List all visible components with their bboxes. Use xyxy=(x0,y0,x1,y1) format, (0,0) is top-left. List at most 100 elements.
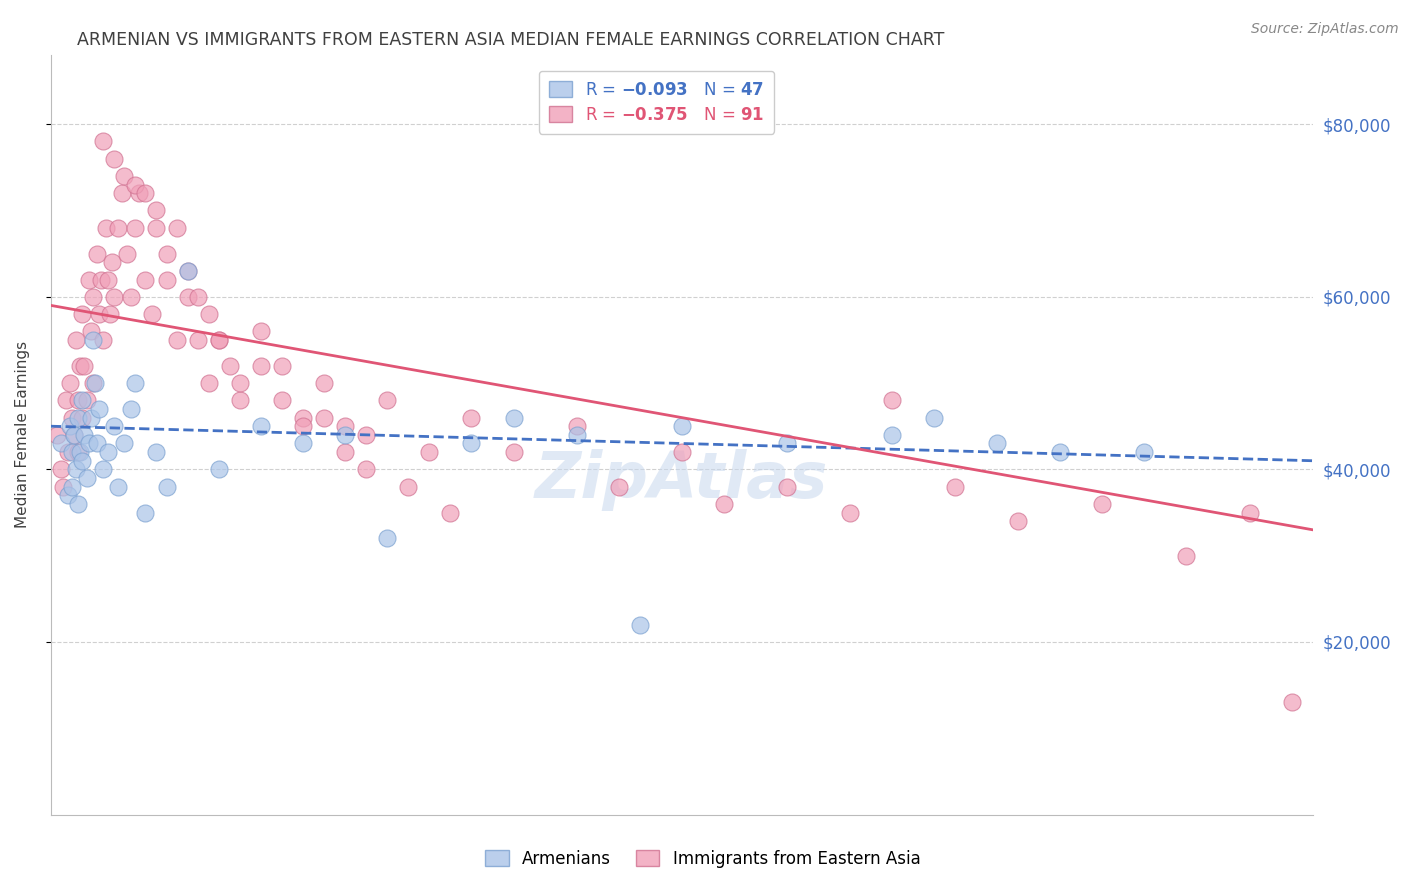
Point xyxy=(56,445,79,459)
Point xyxy=(69,445,91,459)
Point xyxy=(145,220,167,235)
Point xyxy=(418,445,440,459)
Point xyxy=(124,376,146,390)
Point xyxy=(460,410,482,425)
Point xyxy=(93,462,115,476)
Point xyxy=(114,436,136,450)
Point xyxy=(229,376,252,390)
Point xyxy=(356,462,378,476)
Point xyxy=(335,445,357,459)
Point xyxy=(134,272,156,286)
Point xyxy=(335,428,357,442)
Point xyxy=(502,445,524,459)
Point xyxy=(111,186,134,201)
Point xyxy=(187,290,209,304)
Point xyxy=(208,333,231,347)
Point xyxy=(101,255,124,269)
Point xyxy=(90,272,112,286)
Point xyxy=(187,333,209,347)
Point xyxy=(114,169,136,183)
Point xyxy=(76,471,98,485)
Point xyxy=(86,246,108,260)
Point xyxy=(197,376,219,390)
Point xyxy=(55,393,77,408)
Point xyxy=(60,480,83,494)
Point xyxy=(97,272,120,286)
Point xyxy=(671,445,693,459)
Point xyxy=(356,428,378,442)
Point xyxy=(63,428,86,442)
Point xyxy=(439,506,461,520)
Point xyxy=(145,445,167,459)
Point xyxy=(72,454,94,468)
Point xyxy=(176,264,198,278)
Point xyxy=(97,445,120,459)
Point xyxy=(98,307,121,321)
Point xyxy=(197,307,219,321)
Point xyxy=(166,220,188,235)
Point xyxy=(314,376,336,390)
Point xyxy=(67,497,90,511)
Point xyxy=(82,290,104,304)
Point xyxy=(107,220,129,235)
Point xyxy=(208,333,231,347)
Point xyxy=(145,203,167,218)
Point xyxy=(1007,514,1029,528)
Point xyxy=(84,376,107,390)
Point xyxy=(51,462,73,476)
Point xyxy=(375,532,398,546)
Point xyxy=(250,324,273,338)
Point xyxy=(229,393,252,408)
Point xyxy=(292,419,315,434)
Point xyxy=(72,393,94,408)
Point xyxy=(63,428,86,442)
Point xyxy=(250,419,273,434)
Point xyxy=(713,497,735,511)
Point xyxy=(671,419,693,434)
Point xyxy=(103,152,125,166)
Point xyxy=(89,401,111,416)
Point xyxy=(67,445,90,459)
Point xyxy=(59,419,82,434)
Point xyxy=(839,506,862,520)
Point xyxy=(69,359,91,373)
Legend: R = $\mathbf{-0.093}$   N = $\mathbf{47}$, R = $\mathbf{-0.375}$   N = $\mathbf{: R = $\mathbf{-0.093}$ N = $\mathbf{47}$,… xyxy=(538,71,775,134)
Point xyxy=(77,272,100,286)
Point xyxy=(292,410,315,425)
Point xyxy=(943,480,966,494)
Point xyxy=(115,246,138,260)
Point xyxy=(922,410,945,425)
Point xyxy=(65,333,87,347)
Point xyxy=(94,220,117,235)
Point xyxy=(208,462,231,476)
Text: ARMENIAN VS IMMIGRANTS FROM EASTERN ASIA MEDIAN FEMALE EARNINGS CORRELATION CHAR: ARMENIAN VS IMMIGRANTS FROM EASTERN ASIA… xyxy=(77,31,945,49)
Point xyxy=(93,333,115,347)
Point xyxy=(59,376,82,390)
Point xyxy=(72,307,94,321)
Point xyxy=(82,376,104,390)
Point xyxy=(67,410,90,425)
Point xyxy=(250,359,273,373)
Point xyxy=(1175,549,1198,563)
Point xyxy=(56,488,79,502)
Point xyxy=(80,324,103,338)
Point xyxy=(565,419,588,434)
Point xyxy=(776,436,799,450)
Point xyxy=(880,393,903,408)
Point xyxy=(124,178,146,192)
Point xyxy=(607,480,630,494)
Point xyxy=(46,428,69,442)
Point xyxy=(176,264,198,278)
Point xyxy=(124,220,146,235)
Text: ZipAtlas: ZipAtlas xyxy=(536,450,828,511)
Point xyxy=(628,617,651,632)
Point xyxy=(65,462,87,476)
Point xyxy=(271,393,294,408)
Point xyxy=(1281,695,1303,709)
Point xyxy=(375,393,398,408)
Point xyxy=(60,410,83,425)
Point xyxy=(314,410,336,425)
Point xyxy=(1239,506,1261,520)
Point xyxy=(502,410,524,425)
Point xyxy=(565,428,588,442)
